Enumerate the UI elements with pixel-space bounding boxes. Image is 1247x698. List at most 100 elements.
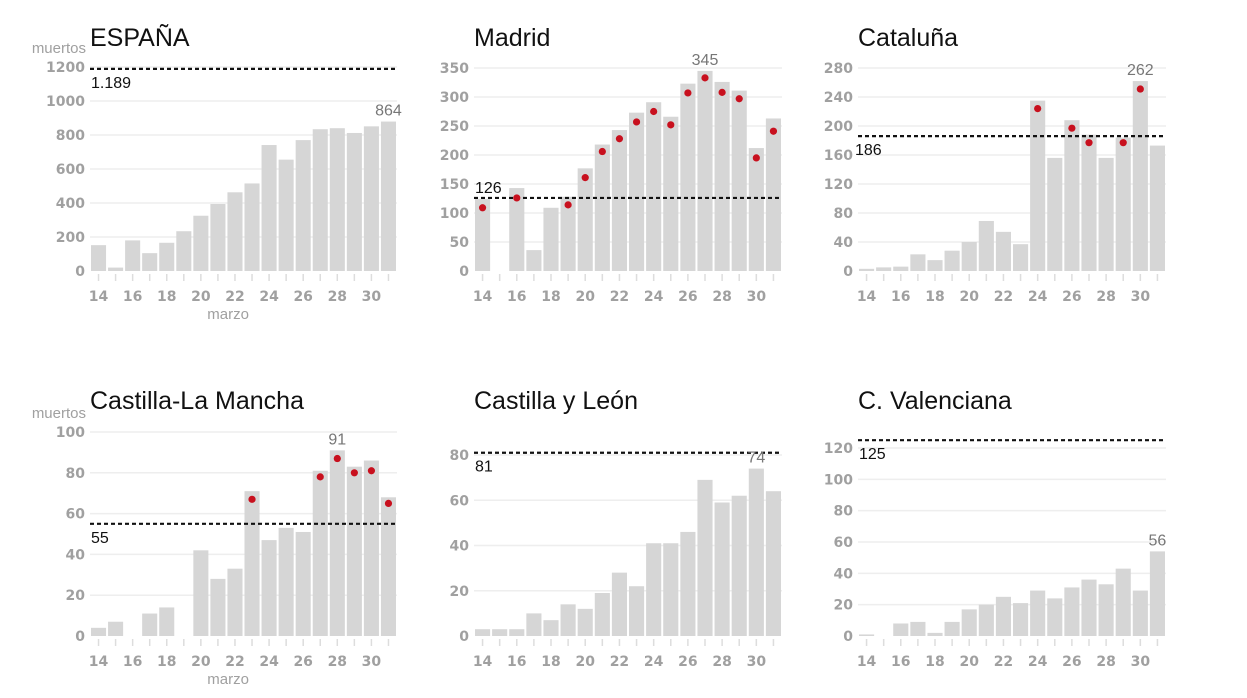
bar <box>611 130 627 271</box>
bar <box>176 231 192 271</box>
bar <box>560 196 576 271</box>
bar <box>261 145 277 271</box>
data-dot <box>367 467 376 475</box>
bar <box>108 267 124 271</box>
data-dot <box>598 147 606 156</box>
x-tick-label: 22 <box>225 654 244 670</box>
x-tick-label: 28 <box>712 654 731 670</box>
bar <box>1149 145 1165 271</box>
peak-value-label: 864 <box>375 103 402 120</box>
bar <box>859 634 875 636</box>
data-dot <box>581 174 589 182</box>
bar <box>475 629 491 636</box>
bar <box>543 207 559 271</box>
bar <box>1115 137 1131 271</box>
bar <box>363 460 379 636</box>
bar <box>159 242 175 271</box>
bar <box>961 609 977 636</box>
bar <box>329 450 345 636</box>
panel-title: C. Valenciana <box>858 387 1012 415</box>
x-tick-label: 14 <box>857 289 877 305</box>
bar <box>714 81 730 271</box>
y-tick-label: 200 <box>824 119 853 135</box>
data-dot <box>718 88 726 96</box>
x-tick-label: 24 <box>644 654 664 670</box>
bar <box>1098 584 1114 636</box>
bar <box>1047 157 1063 271</box>
y-tick-label: 40 <box>834 566 854 582</box>
y-tick-label: 80 <box>834 504 854 520</box>
y-tick-label: 20 <box>450 584 470 600</box>
x-tick-label: 16 <box>507 289 526 305</box>
x-tick-label: 24 <box>259 654 279 670</box>
x-tick-label: 26 <box>678 654 697 670</box>
data-dot <box>350 469 358 477</box>
bar <box>577 168 593 271</box>
x-tick-label: 14 <box>857 654 877 670</box>
data-dot <box>248 495 256 503</box>
y-tick-label: 1200 <box>46 60 85 76</box>
bar <box>380 121 396 271</box>
x-tick-label: 18 <box>925 654 944 670</box>
y-tick-label: 0 <box>459 264 469 280</box>
y-tick-label: 100 <box>56 425 85 441</box>
bar <box>910 254 926 271</box>
bar <box>1081 134 1097 271</box>
bar <box>295 531 311 636</box>
bar <box>227 568 243 636</box>
bar <box>961 242 977 271</box>
data-dot <box>1119 139 1127 147</box>
bar <box>765 118 781 272</box>
y-tick-label: 800 <box>56 128 85 144</box>
bar <box>594 144 610 271</box>
bar <box>697 479 713 636</box>
data-dot <box>513 194 521 202</box>
bar <box>594 593 610 636</box>
x-tick-label: 26 <box>1062 289 1081 305</box>
bar <box>748 468 764 636</box>
bar <box>278 159 294 271</box>
bar <box>995 596 1011 636</box>
chart-panel-3: 0 20 40 60 80 100 muertos Castilla-La Mancha 14 1… <box>32 387 397 688</box>
y-tick-label: 60 <box>834 535 854 551</box>
bar <box>526 250 542 271</box>
x-tick-label: 18 <box>157 654 176 670</box>
y-tick-label: 200 <box>56 230 85 246</box>
y-tick-label: 600 <box>56 162 85 178</box>
y-tick-label: 60 <box>450 493 470 509</box>
y-tick-label: 200 <box>440 148 469 164</box>
reference-value-label: 1.189 <box>91 75 131 92</box>
data-dot <box>632 118 641 126</box>
panel-title: Madrid <box>474 24 550 52</box>
bar <box>363 126 379 271</box>
x-tick-label: 16 <box>123 289 142 305</box>
bar <box>312 129 328 271</box>
bar <box>859 268 875 271</box>
x-tick-label: 24 <box>259 289 279 305</box>
y-tick-label: 80 <box>450 448 470 464</box>
x-tick-label: 26 <box>293 289 312 305</box>
reference-value-label: 186 <box>855 142 882 159</box>
bar <box>346 132 362 271</box>
x-tick-label: 30 <box>747 289 767 305</box>
reference-value-label: 81 <box>475 459 493 476</box>
x-tick-label: 26 <box>678 289 697 305</box>
peak-value-label: 74 <box>747 450 765 467</box>
x-tick-label: 18 <box>541 289 560 305</box>
data-dot <box>684 89 692 97</box>
x-axis-label: marzo <box>207 671 249 688</box>
bar <box>663 543 679 636</box>
x-tick-label: 24 <box>1028 654 1048 670</box>
x-tick-label: 16 <box>507 654 526 670</box>
bar <box>543 620 559 636</box>
x-tick-label: 30 <box>362 654 382 670</box>
y-tick-label: 150 <box>440 177 469 193</box>
x-tick-label: 26 <box>293 654 312 670</box>
bar <box>978 220 994 271</box>
bar <box>927 632 943 636</box>
data-dot <box>1034 105 1042 113</box>
reference-value-label: 126 <box>475 180 502 197</box>
x-tick-label: 22 <box>225 289 244 305</box>
bar <box>910 621 926 636</box>
